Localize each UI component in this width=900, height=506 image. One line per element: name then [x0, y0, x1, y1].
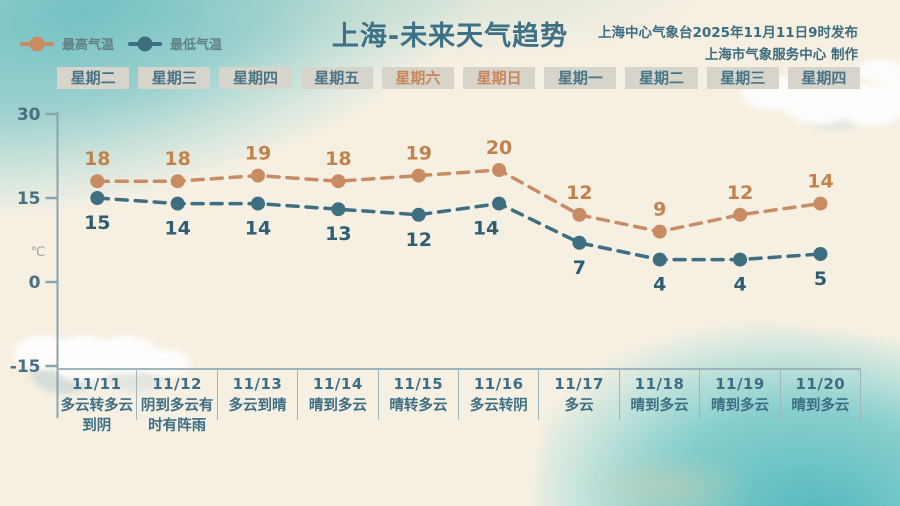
low-temp-value-label: 7 — [573, 257, 586, 279]
forecast-column: 11/20 晴到多云 — [781, 370, 862, 420]
high-temp-value-label: 20 — [486, 137, 512, 159]
weather-label: 多云转阴 — [469, 398, 528, 414]
forecast-column: 11/16 多云转阴 — [459, 370, 540, 420]
low-data-point — [90, 191, 105, 205]
forecast-column: 11/17 多云 — [539, 370, 620, 420]
low-temp-value-label: 14 — [164, 218, 190, 240]
y-axis-tick-label: 0 — [29, 273, 41, 293]
weather-label: 多云到晴 — [228, 398, 287, 414]
forecast-column: 11/18 晴到多云 — [620, 370, 701, 420]
y-axis-tick-label: 15 — [17, 189, 41, 209]
high-temp-value-label: 19 — [405, 143, 431, 165]
high-temp-value-label: 12 — [727, 182, 753, 204]
y-axis-tick-label: -15 — [10, 357, 41, 377]
y-axis-unit-label: ℃ — [31, 245, 46, 260]
high-data-point — [652, 224, 667, 239]
high-data-point — [733, 207, 748, 222]
high-temp-value-label: 18 — [84, 148, 110, 170]
low-data-point — [733, 252, 748, 267]
weekday-box: 星期二 — [625, 67, 698, 89]
high-data-point — [170, 174, 185, 189]
date-label: 11/11 — [71, 375, 122, 393]
low-data-point — [652, 252, 667, 267]
high-data-point — [90, 174, 105, 189]
high-data-point — [411, 168, 426, 183]
high-temp-value-label: 18 — [325, 148, 351, 170]
low-temp-value-label: 12 — [405, 229, 431, 251]
high-temp-value-label: 19 — [245, 143, 271, 165]
low-series-line — [95, 196, 823, 262]
issued-line: 上海中心气象台2025年11月11日9时发布 — [597, 25, 858, 41]
date-label: 11/20 — [795, 375, 846, 393]
publisher-info: 上海中心气象台2025年11月11日9时发布 上海市气象服务中心 制作 — [598, 22, 858, 67]
weather-label: 晴到多云 — [630, 398, 689, 414]
high-data-point — [492, 163, 507, 177]
forecast-table: 11/11 多云转多云到阴 11/12 阴到多云有时有阵雨 11/13 多云到晴… — [57, 368, 862, 434]
high-series-line — [95, 168, 823, 234]
forecast-column: 11/14 晴到多云 — [298, 370, 379, 420]
low-data-point — [411, 207, 426, 222]
low-temp-value-label: 14 — [245, 218, 271, 240]
low-temp-value-label: 13 — [325, 223, 351, 245]
date-label: 11/15 — [393, 375, 444, 393]
weather-label: 多云转多云到阴 — [60, 398, 133, 435]
weather-label: 晴转多云 — [389, 398, 448, 414]
weather-label: 阴到多云有时有阵雨 — [140, 398, 214, 435]
low-data-point — [572, 235, 587, 250]
y-axis-tick-label: 30 — [17, 105, 41, 125]
weekday-box: 星期四 — [787, 67, 861, 89]
low-data-point — [813, 247, 828, 261]
low-data-point — [492, 196, 507, 211]
weather-label: 多云 — [564, 398, 594, 414]
producer-line: 上海市气象服务中心 制作 — [704, 47, 858, 64]
low-temp-value-label: 4 — [653, 274, 666, 296]
date-label: 11/18 — [634, 375, 685, 393]
date-label: 11/17 — [554, 375, 604, 393]
high-temp-value-label: 14 — [807, 171, 833, 193]
high-temp-value-label: 9 — [653, 199, 666, 221]
low-data-point — [331, 202, 346, 217]
high-data-point — [813, 196, 828, 211]
date-label: 11/12 — [152, 375, 202, 393]
high-data-point — [251, 168, 265, 183]
weather-label: 晴到多云 — [791, 398, 850, 414]
low-temp-value-label: 4 — [733, 274, 746, 296]
date-label: 11/13 — [232, 375, 283, 393]
low-data-point — [170, 196, 185, 211]
date-label: 11/19 — [715, 375, 765, 393]
weekday-box: 星期一 — [544, 67, 617, 89]
low-data-point — [251, 196, 265, 211]
high-temp-value-label: 18 — [164, 148, 190, 170]
forecast-column: 11/15 晴转多云 — [379, 370, 460, 420]
high-data-point — [572, 207, 587, 222]
forecast-column: 11/12 阴到多云有时有阵雨 — [137, 370, 218, 434]
forecast-column: 11/13 多云到晴 — [218, 370, 299, 420]
high-temp-value-label: 12 — [566, 182, 592, 204]
date-label: 11/14 — [313, 375, 363, 393]
forecast-column: 11/11 多云转多云到阴 — [57, 370, 138, 434]
high-data-point — [331, 174, 346, 189]
low-temp-value-label: 14 — [473, 218, 499, 240]
weather-label: 晴到多云 — [308, 398, 367, 414]
forecast-column: 11/19 晴到多云 — [700, 370, 781, 420]
weather-label: 晴到多云 — [710, 398, 769, 414]
low-temp-value-label: 5 — [814, 268, 827, 290]
low-temp-value-label: 15 — [84, 212, 110, 234]
date-label: 11/16 — [473, 375, 524, 393]
